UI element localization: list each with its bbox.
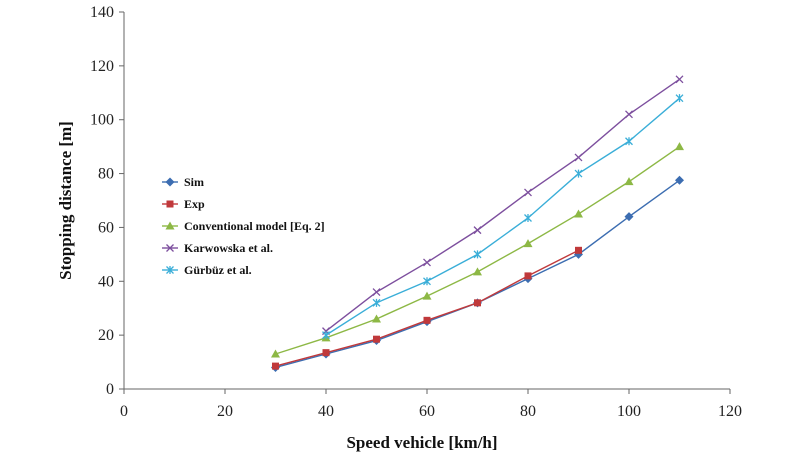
- y-tick-label: 140: [90, 4, 114, 21]
- data-point: [373, 335, 380, 343]
- legend-label: Gürbüz et al.: [184, 263, 252, 277]
- data-point: [524, 272, 532, 280]
- data-point: [675, 75, 684, 84]
- data-point: [271, 349, 280, 358]
- data-point: [473, 250, 482, 259]
- axes: 0 20 40 60 80 100 120 140 0 20 40 60 80 100 120: [90, 4, 742, 420]
- x-tick-label: 20: [217, 403, 233, 420]
- data-point: [624, 212, 634, 222]
- x-tick-label: 120: [718, 403, 742, 420]
- y-tick-label: 120: [90, 58, 114, 75]
- y-tick-label: 0: [106, 381, 114, 398]
- legend-label: Exp: [184, 197, 205, 211]
- y-tick-label: 60: [98, 219, 114, 236]
- data-point: [422, 291, 432, 300]
- legend-marker: [166, 200, 174, 208]
- x-tick-label: 40: [318, 403, 334, 420]
- data-point: [473, 267, 482, 276]
- x-tick-label: 80: [520, 403, 536, 420]
- series-line: [275, 249, 579, 367]
- y-axis-label: Stopping distance [m]: [56, 121, 75, 280]
- data-point: [322, 349, 330, 357]
- data-point: [372, 288, 381, 297]
- y-tick-label: 40: [98, 273, 114, 290]
- series-2: [271, 142, 684, 358]
- data-point: [625, 137, 633, 146]
- data-point: [675, 94, 684, 103]
- data-point: [423, 277, 431, 286]
- data-point: [675, 142, 684, 151]
- legend-marker: [166, 244, 174, 252]
- data-point: [624, 177, 634, 186]
- data-point: [625, 110, 633, 119]
- data-point: [575, 246, 582, 254]
- series-layer: [271, 75, 684, 372]
- legend-marker: [165, 177, 175, 187]
- legend-item: Gürbüz et al.: [162, 263, 252, 277]
- legend-label: Sim: [184, 175, 204, 189]
- data-point: [524, 188, 532, 197]
- data-point: [272, 362, 279, 370]
- data-point: [574, 209, 583, 218]
- data-point: [474, 299, 481, 307]
- x-axis-label: Speed vehicle [km/h]: [346, 433, 497, 452]
- x-tick-label: 60: [419, 403, 435, 420]
- legend-marker: [166, 266, 174, 274]
- legend-item: Karwowska et al.: [162, 241, 273, 255]
- series-line: [325, 78, 680, 332]
- data-point: [423, 316, 431, 324]
- data-point: [473, 226, 482, 235]
- y-tick-label: 100: [90, 112, 114, 129]
- data-point: [372, 298, 381, 307]
- data-point: [523, 239, 533, 248]
- x-tick-label: 0: [120, 403, 128, 420]
- data-point: [524, 214, 532, 223]
- y-tick-label: 20: [98, 327, 114, 344]
- series-line: [325, 97, 680, 336]
- x-tick-label: 100: [617, 403, 641, 420]
- legend-marker: [165, 221, 175, 230]
- data-point: [372, 314, 381, 323]
- data-point: [675, 175, 684, 185]
- data-point: [322, 331, 330, 340]
- series-4: [322, 94, 684, 340]
- legend-label: Conventional model [Eq. 2]: [184, 219, 325, 233]
- legend-item: Sim: [162, 175, 204, 189]
- legend-item: Conventional model [Eq. 2]: [162, 219, 325, 233]
- legend: Sim Exp Conventional model [Eq. 2] Karwowsk…: [162, 175, 325, 277]
- legend-label: Karwowska et al.: [184, 241, 273, 255]
- y-tick-label: 80: [98, 166, 114, 183]
- legend-item: Exp: [162, 197, 205, 211]
- data-point: [423, 258, 431, 267]
- data-point: [574, 153, 583, 162]
- series-3: [322, 75, 684, 336]
- data-point: [574, 169, 583, 178]
- series-1: [272, 246, 582, 370]
